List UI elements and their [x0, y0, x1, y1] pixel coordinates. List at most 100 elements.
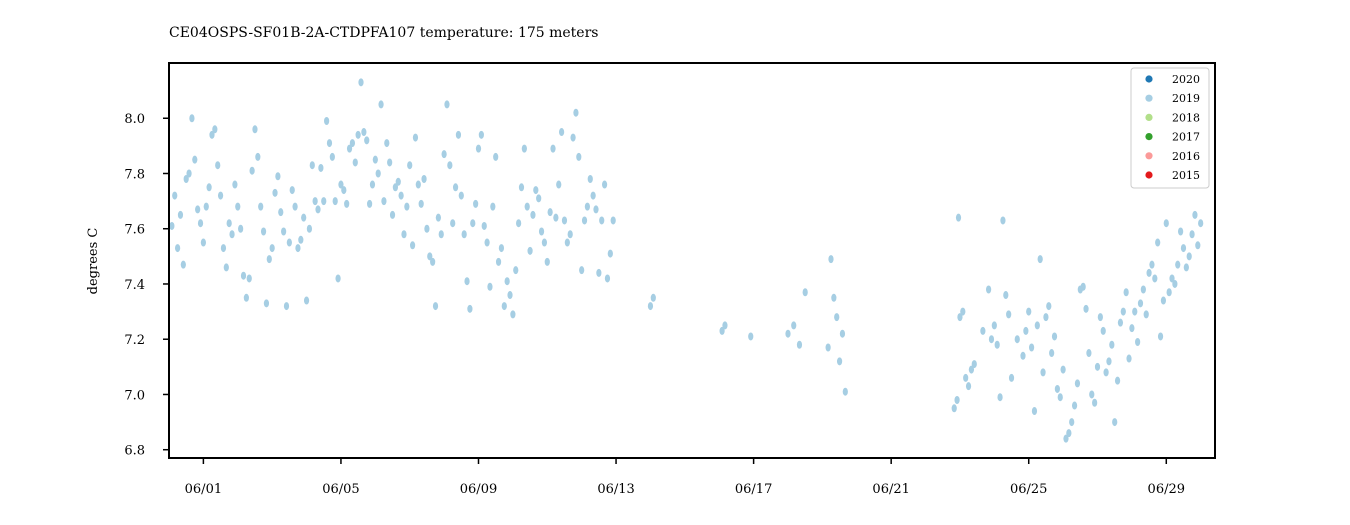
data-point — [722, 321, 728, 330]
data-point — [427, 252, 433, 261]
data-point — [398, 191, 404, 200]
x-tick-label: 06/25 — [1010, 482, 1047, 497]
data-point — [501, 302, 507, 311]
data-point — [1186, 252, 1192, 261]
data-point — [260, 227, 267, 236]
data-point — [1086, 349, 1092, 358]
data-point — [581, 216, 588, 225]
data-point — [547, 208, 553, 217]
data-point — [435, 213, 441, 222]
data-point — [478, 130, 484, 139]
data-point — [550, 144, 556, 153]
legend-label: 2018 — [1172, 111, 1200, 124]
data-point — [559, 128, 565, 137]
data-point — [209, 130, 215, 139]
data-point — [1000, 216, 1006, 225]
data-point — [203, 202, 209, 211]
legend-label: 2019 — [1172, 92, 1200, 105]
data-point — [335, 274, 341, 283]
legend-marker — [1145, 94, 1153, 102]
data-point — [481, 221, 487, 230]
data-point — [269, 244, 275, 253]
data-point — [1106, 357, 1112, 366]
data-point — [1143, 310, 1149, 319]
data-point — [467, 304, 473, 313]
data-point — [1126, 354, 1132, 363]
data-point — [1008, 373, 1015, 382]
data-point — [195, 205, 201, 214]
data-point — [1140, 285, 1146, 294]
data-point — [607, 249, 613, 258]
legend-label: 2020 — [1172, 73, 1200, 86]
data-point — [372, 155, 378, 164]
data-point — [349, 139, 356, 148]
data-point — [593, 205, 599, 214]
data-point — [1060, 365, 1066, 374]
x-tick-label: 06/21 — [872, 482, 909, 497]
data-point — [318, 163, 324, 172]
data-point — [556, 180, 562, 189]
data-point — [220, 244, 227, 253]
data-point — [842, 387, 848, 396]
data-point — [384, 139, 390, 148]
data-point — [590, 191, 596, 200]
data-point — [536, 194, 542, 203]
data-point — [596, 268, 602, 277]
data-point — [238, 224, 244, 233]
data-point — [470, 219, 476, 228]
data-point — [1097, 313, 1103, 322]
data-point — [802, 288, 808, 297]
x-tick-label: 06/09 — [460, 482, 497, 497]
data-point — [960, 307, 966, 316]
data-point — [524, 202, 530, 211]
data-point — [533, 186, 539, 195]
data-point — [246, 274, 252, 283]
data-point — [1054, 384, 1060, 393]
y-axis-ticks: 6.8 7.0 7.2 7.4 7.6 7.8 8.0 — [124, 112, 169, 459]
data-point — [358, 78, 364, 87]
data-point — [458, 191, 464, 200]
data-point — [243, 293, 249, 302]
data-point — [1074, 379, 1081, 388]
data-point — [1063, 434, 1069, 443]
data-point — [387, 158, 393, 167]
data-point — [831, 293, 837, 302]
data-point — [1023, 326, 1029, 335]
data-point — [450, 219, 456, 228]
data-point — [1026, 307, 1032, 316]
data-point — [438, 230, 444, 239]
data-point — [828, 255, 834, 264]
data-point — [235, 202, 241, 211]
data-point — [183, 175, 189, 184]
data-point — [418, 199, 424, 208]
data-point — [169, 221, 175, 230]
data-point — [286, 238, 292, 247]
data-point — [587, 175, 593, 184]
data-point — [1066, 429, 1072, 438]
data-point — [510, 310, 516, 319]
data-point — [301, 213, 307, 222]
data-point — [498, 244, 505, 253]
data-point — [441, 150, 447, 159]
data-point — [461, 230, 467, 239]
data-point — [570, 133, 576, 142]
data-point — [495, 257, 502, 266]
data-point — [404, 202, 410, 211]
data-point — [1089, 390, 1095, 399]
y-tick-label: 7.6 — [124, 223, 145, 238]
data-point — [217, 191, 224, 200]
data-point — [576, 152, 582, 161]
data-point — [785, 329, 791, 338]
data-point — [988, 335, 995, 344]
x-tick-label: 06/17 — [735, 482, 772, 497]
data-point — [361, 128, 367, 137]
data-point — [1192, 210, 1198, 219]
data-point — [197, 219, 204, 228]
data-point — [473, 199, 479, 208]
data-point — [249, 166, 255, 175]
data-point — [1169, 274, 1175, 283]
data-point — [255, 152, 261, 161]
data-point — [530, 210, 536, 219]
data-point — [1092, 398, 1098, 407]
data-point — [281, 227, 287, 236]
